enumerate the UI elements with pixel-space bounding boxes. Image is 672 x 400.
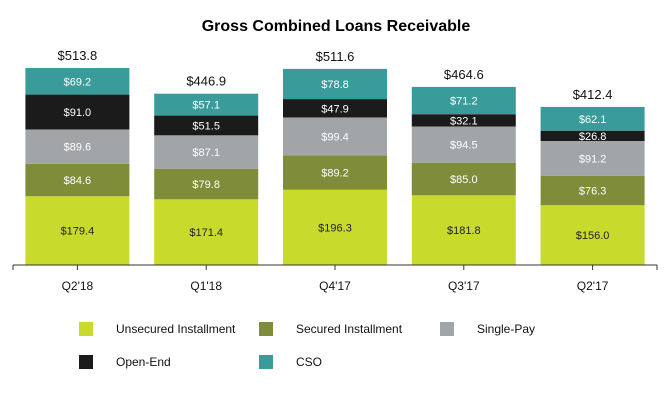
segment-value-label: $91.2 [579, 153, 607, 165]
x-tick-label: Q4'17 [319, 279, 351, 293]
segment-value-label: $71.2 [450, 96, 478, 108]
segment-value-label: $51.5 [192, 120, 220, 132]
legend-label: Open-End [116, 355, 171, 369]
bar-segment-secured-installment [25, 163, 130, 197]
bar-segment-unsecured-installment [154, 199, 259, 265]
bar-segment-open-end [540, 130, 645, 141]
segment-value-label: $32.1 [450, 115, 478, 127]
segment-value-label: $179.4 [61, 226, 95, 238]
bar-segment-single-pay [25, 129, 130, 164]
segment-value-label: $181.8 [447, 225, 481, 237]
segment-value-label: $156.0 [576, 230, 610, 242]
bar-segment-open-end [411, 114, 516, 127]
x-tick-label: Q2'17 [577, 279, 609, 293]
bar-segment-open-end [154, 115, 259, 136]
segment-value-label: $78.8 [321, 79, 349, 91]
bar-segment-unsecured-installment [25, 196, 130, 265]
bar-total-label: $464.6 [444, 67, 484, 82]
bar-total-label: $511.6 [316, 49, 355, 64]
segment-value-label: $91.0 [64, 107, 92, 119]
bar-segment-open-end [283, 99, 387, 118]
bar-segment-unsecured-installment [411, 195, 516, 265]
bar-segment-secured-installment [540, 175, 645, 206]
segment-value-label: $89.6 [64, 142, 92, 154]
legend-swatch [79, 322, 93, 336]
segment-value-label: $196.3 [318, 222, 352, 234]
bar-segment-secured-installment [154, 168, 259, 200]
x-tick-label: Q3'17 [448, 279, 480, 293]
bar-total-label: $446.9 [186, 74, 226, 89]
bar-segment-cso [411, 86, 516, 115]
legend-swatch [79, 355, 93, 369]
bar-segment-cso [283, 68, 387, 100]
bar-segment-cso [25, 68, 130, 95]
legend-swatch [259, 322, 273, 336]
segment-value-label: $79.8 [192, 179, 220, 191]
segment-value-label: $62.1 [579, 114, 607, 126]
legend-label: CSO [296, 355, 322, 369]
segment-value-label: $47.9 [321, 103, 349, 115]
bars-group: $179.4 $84.6 $89.6 $91.0 $69.2 $513.8 $171.4 $7… [25, 48, 645, 265]
legend-swatch [440, 322, 454, 336]
bar-segment-cso [540, 106, 645, 131]
legend-label: Unsecured Installment [116, 322, 236, 336]
chart-title: Gross Combined Loans Receivable [202, 18, 471, 35]
bar-segment-open-end [25, 94, 130, 130]
segment-value-label: $87.1 [192, 147, 220, 159]
segment-value-label: $94.5 [450, 140, 478, 152]
bar-segment-unsecured-installment [283, 189, 387, 265]
segment-value-label: $26.8 [579, 131, 607, 143]
x-tick-label: Q2'18 [62, 279, 94, 293]
legend-swatch [259, 355, 273, 369]
segment-value-label: $57.1 [192, 100, 220, 112]
legend-label: Single-Pay [477, 322, 535, 336]
segment-value-label: $89.2 [321, 168, 349, 180]
segment-value-label: $76.3 [579, 186, 607, 198]
x-tick-label: Q1'18 [190, 279, 222, 293]
bar-segment-cso [154, 93, 259, 116]
bar-segment-secured-installment [283, 155, 387, 190]
bar-total-label: $412.4 [573, 87, 613, 102]
bar-segment-single-pay [154, 135, 259, 169]
bar-segment-single-pay [411, 126, 516, 163]
segment-value-label: $84.6 [64, 175, 92, 187]
segment-value-label: $69.2 [64, 76, 92, 88]
segment-value-label: $171.4 [189, 227, 223, 239]
legend-label: Secured Installment [296, 322, 403, 336]
bar-segment-single-pay [283, 117, 387, 156]
bar-segment-unsecured-installment [540, 205, 645, 265]
segment-value-label: $99.4 [321, 132, 349, 144]
bar-segment-secured-installment [411, 162, 516, 196]
x-axis: Q2'18 Q1'18 Q4'17 Q3'17 Q2'17 [12, 264, 658, 293]
legend: Unsecured Installment Secured Installment… [79, 322, 535, 369]
bar-segment-single-pay [540, 140, 645, 176]
segment-value-label: $85.0 [450, 174, 478, 186]
bar-total-label: $513.8 [58, 48, 98, 63]
